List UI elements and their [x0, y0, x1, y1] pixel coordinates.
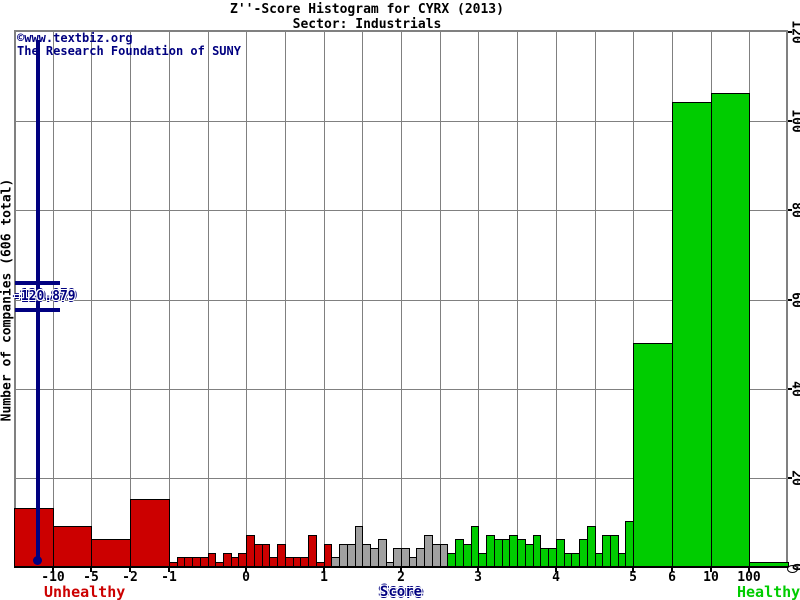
- vertical-gridline: [362, 32, 363, 567]
- vertical-gridline: [130, 32, 131, 567]
- x-tick-label: -1: [161, 570, 177, 585]
- x-tick-label: -2: [122, 570, 138, 585]
- x-tick-mark: [90, 568, 92, 572]
- vertical-gridline: [324, 32, 325, 567]
- x-tick-mark: [477, 568, 479, 572]
- horizontal-gridline: [16, 121, 786, 122]
- company-score-value-label: -120.879: [13, 289, 76, 304]
- vertical-gridline: [208, 32, 209, 567]
- x-tick-mark: [323, 568, 325, 572]
- y-tick-label: 80: [788, 202, 800, 218]
- histogram-bar: [672, 102, 712, 567]
- x-tick-mark: [710, 568, 712, 572]
- y-tick-mark: [788, 31, 792, 33]
- vertical-gridline: [440, 32, 441, 567]
- y-tick-label: 0: [789, 563, 800, 571]
- y-tick-mark: [788, 120, 792, 122]
- horizontal-gridline: [16, 210, 786, 211]
- company-score-whisker-top: [15, 281, 60, 285]
- axis-end-marker: [787, 565, 798, 573]
- vertical-gridline: [169, 32, 170, 567]
- vertical-gridline: [53, 32, 54, 567]
- vertical-gridline: [246, 32, 247, 567]
- x-tick-label: 100: [737, 570, 761, 585]
- y-tick-mark: [788, 209, 792, 211]
- company-score-whisker-bottom: [15, 308, 60, 312]
- x-tick-mark: [671, 568, 673, 572]
- vertical-gridline: [633, 32, 634, 567]
- vertical-gridline: [517, 32, 518, 567]
- x-tick-label: -10: [41, 570, 65, 585]
- vertical-gridline: [595, 32, 596, 567]
- vertical-gridline: [401, 32, 402, 567]
- histogram-bar: [130, 499, 170, 567]
- x-tick-label: 4: [552, 570, 560, 585]
- vertical-gridline: [556, 32, 557, 567]
- x-tick-mark: [245, 568, 247, 572]
- x-tick-mark: [748, 568, 750, 572]
- x-axis-line: [14, 566, 788, 568]
- y-tick-mark: [788, 299, 792, 301]
- x-axis-title: Score: [379, 584, 423, 600]
- y-tick-label: 60: [788, 292, 800, 308]
- x-tick-label: 5: [629, 570, 637, 585]
- y-tick-mark: [788, 388, 792, 390]
- x-tick-label: 3: [474, 570, 482, 585]
- chart-subtitle: Sector: Industrials: [292, 17, 442, 32]
- y-tick-label: 20: [788, 470, 800, 486]
- horizontal-gridline: [16, 389, 786, 390]
- x-tick-label: 10: [703, 570, 719, 585]
- x-tick-label: 1: [320, 570, 328, 585]
- horizontal-gridline: [16, 300, 786, 301]
- x-tick-label: 6: [668, 570, 676, 585]
- histogram-bar: [91, 539, 131, 567]
- company-score-dot: [33, 556, 42, 565]
- histogram-bar: [711, 93, 750, 567]
- y-tick-label: 40: [788, 381, 800, 397]
- y-tick-mark: [788, 477, 792, 479]
- healthy-zone-label: Healthy: [737, 583, 800, 600]
- histogram-bar: [53, 526, 92, 567]
- company-score-line: [36, 40, 40, 561]
- watermark-org: The Research Foundation of SUNY: [17, 44, 241, 58]
- x-tick-label: -5: [83, 570, 99, 585]
- horizontal-gridline: [16, 478, 786, 479]
- x-tick-label: 2: [397, 570, 405, 585]
- vertical-gridline: [91, 32, 92, 567]
- x-tick-mark: [555, 568, 557, 572]
- x-tick-mark: [400, 568, 402, 572]
- unhealthy-zone-label: Unhealthy: [44, 583, 126, 600]
- x-tick-mark: [129, 568, 131, 572]
- watermark-url: ©www.textbiz.org: [17, 31, 133, 45]
- x-tick-mark: [632, 568, 634, 572]
- y-tick-label: 100: [788, 109, 800, 133]
- vertical-gridline: [285, 32, 286, 567]
- chart-title: Z''-Score Histogram for CYRX (2013): [230, 2, 504, 17]
- vertical-gridline: [478, 32, 479, 567]
- x-tick-mark: [168, 568, 170, 572]
- y-tick-label: 120: [788, 20, 800, 44]
- x-tick-label: 0: [242, 570, 250, 585]
- x-tick-mark: [52, 568, 54, 572]
- histogram-bar: [633, 343, 673, 567]
